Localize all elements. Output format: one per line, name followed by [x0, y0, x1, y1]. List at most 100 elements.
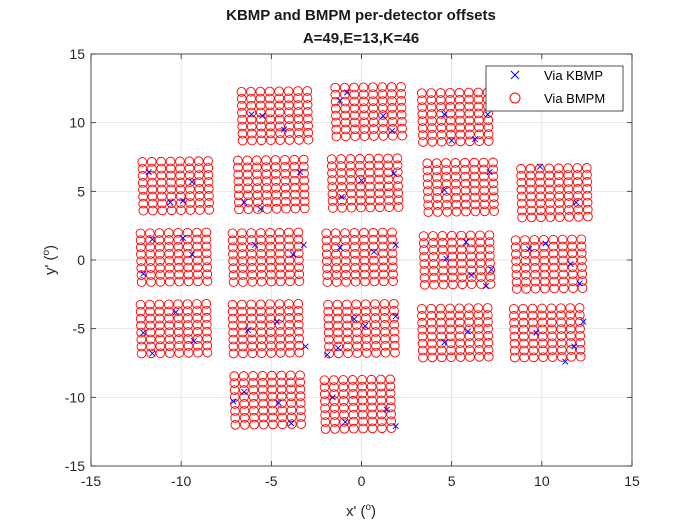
bmpm-point	[378, 117, 388, 127]
bmpm-point	[446, 345, 456, 356]
bmpm-point	[329, 403, 340, 413]
bmpm-point	[274, 107, 285, 118]
bmpm-point	[345, 161, 356, 171]
bmpm-point	[518, 303, 529, 314]
bmpm-point	[261, 176, 272, 186]
bmpm-point	[246, 86, 256, 97]
bmpm-point	[485, 258, 495, 268]
bmpm-point	[465, 352, 475, 362]
bmpm-point	[154, 235, 165, 245]
bmpm-point	[519, 345, 529, 356]
bmpm-point	[549, 276, 560, 287]
bmpm-point	[285, 347, 295, 358]
bmpm-point	[284, 306, 294, 316]
bmpm-point	[473, 310, 484, 320]
bmpm-point	[299, 196, 310, 207]
bmpm-point	[284, 135, 295, 145]
bmpm-point	[455, 345, 466, 355]
bmpm-point	[516, 191, 527, 202]
bmpm-point	[183, 255, 193, 266]
bmpm-point	[358, 423, 369, 434]
bmpm-point	[256, 135, 267, 146]
bmpm-point	[573, 204, 584, 215]
bmpm-point	[378, 124, 389, 134]
bmpm-point	[518, 317, 529, 328]
bmpm-point	[192, 320, 203, 330]
bmpm-point	[572, 170, 583, 180]
bmpm-point	[355, 174, 366, 185]
bmpm-point	[164, 306, 174, 317]
bmpm-point	[145, 320, 156, 331]
bmpm-point	[248, 371, 258, 381]
bmpm-point	[293, 241, 304, 252]
bmpm-point	[284, 333, 295, 344]
bmpm-point	[275, 121, 285, 132]
bmpm-point	[323, 327, 334, 338]
bmpm-point	[544, 177, 555, 188]
bmpm-point	[175, 156, 185, 167]
bmpm-point	[350, 131, 361, 142]
bmpm-point	[364, 167, 375, 178]
kbmp-point-3	[336, 97, 343, 104]
bmpm-point	[432, 193, 443, 203]
bmpm-point	[280, 168, 291, 179]
bmpm-point	[194, 191, 205, 201]
x-tick-label-0: -15	[81, 473, 101, 489]
bmpm-point	[373, 153, 384, 164]
bmpm-point	[582, 204, 593, 215]
bmpm-point	[265, 248, 276, 259]
bmpm-point	[376, 416, 387, 427]
bmpm-point	[192, 299, 202, 309]
bmpm-point	[261, 162, 272, 172]
bmpm-point	[343, 348, 353, 359]
bmpm-point	[377, 227, 388, 238]
bmpm-point	[565, 317, 576, 327]
bmpm-point	[442, 199, 452, 210]
bmpm-point	[564, 212, 574, 222]
bmpm-point	[547, 331, 557, 342]
bmpm-point	[547, 345, 558, 355]
x-tick-label-2: -5	[265, 473, 278, 489]
bmpm-point	[229, 371, 240, 381]
bmpm-point	[548, 248, 559, 259]
kbmp-point-45	[149, 350, 156, 357]
kbmp-point-26	[149, 236, 156, 243]
bmpm-point	[397, 130, 408, 141]
y-tick-label-3: 0	[77, 252, 85, 268]
bmpm-point	[479, 192, 490, 203]
detector-tile-15	[323, 299, 400, 359]
bmpm-point	[436, 317, 446, 328]
bmpm-point	[155, 256, 165, 266]
x-tick-label-1: -10	[171, 473, 191, 489]
bmpm-point	[342, 306, 352, 317]
bmpm-point	[577, 283, 588, 293]
kbmp-point-48	[244, 326, 252, 334]
bmpm-point	[249, 405, 259, 416]
bmpm-point	[554, 177, 564, 188]
bmpm-point	[248, 391, 259, 402]
bmpm-point	[299, 168, 309, 179]
bmpm-point	[302, 100, 313, 110]
bmpm-point	[516, 198, 527, 209]
bmpm-point	[426, 303, 437, 314]
bmpm-point	[436, 136, 447, 147]
bmpm-point	[246, 121, 257, 132]
chart-title: KBMP and BMPM per-detector offsets	[226, 7, 496, 24]
bmpm-point	[376, 409, 387, 420]
bmpm-point	[192, 333, 203, 344]
bmpm-point	[520, 270, 531, 280]
bmpm-point	[385, 374, 396, 385]
bmpm-point	[445, 338, 456, 349]
bmpm-point	[359, 117, 370, 128]
bmpm-point	[380, 326, 390, 337]
bmpm-point	[175, 184, 186, 195]
bmpm-point	[286, 391, 297, 402]
bmpm-point	[277, 405, 287, 416]
bmpm-point	[155, 348, 166, 359]
bmpm-point	[237, 107, 247, 118]
bmpm-point	[426, 102, 437, 112]
bmpm-point	[422, 172, 433, 183]
bmpm-point	[145, 327, 156, 338]
bmpm-point	[427, 331, 437, 342]
bmpm-point	[145, 334, 156, 345]
